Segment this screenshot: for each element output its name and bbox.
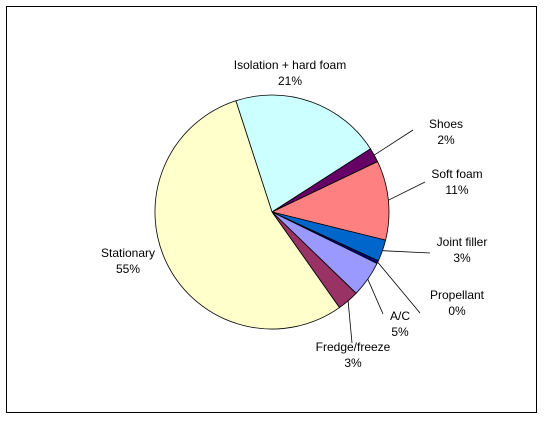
slice-labels: Isolation + hard foam 21% Shoes 2% Soft foam… [101,58,487,370]
leader-line [382,250,431,254]
leader-line [373,129,414,156]
slice-name-label: Shoes [429,117,463,131]
slice-name-label: Soft foam [431,167,482,181]
slice-name-label: Stationary [101,246,155,260]
slice-percent-label: 0% [448,304,466,318]
pie-slice-stationary [154,100,341,330]
slice-percent-label: 21% [278,74,302,88]
leader-line [377,261,421,314]
pie-slice-soft-foam [270,161,390,241]
slice-name-label: Isolation + hard foam [234,58,346,72]
slice-name-label: Joint filler [437,235,488,249]
slice-percent-label: 3% [344,356,362,370]
leader-line [347,300,353,344]
leader-lines [347,129,431,344]
pie-slice-isolation-hard-foam [235,94,372,213]
leader-line [367,279,384,315]
slice-name-label: Fredge/freeze [316,340,391,354]
pie-slices [154,94,390,330]
slice-name-label: Propellant [430,288,485,302]
slice-percent-label: 5% [391,325,409,339]
leader-line [388,181,426,201]
slice-name-label: A/C [390,309,410,323]
slice-percent-label: 55% [116,262,140,276]
slice-percent-label: 3% [453,251,471,265]
slice-percent-label: 11% [445,183,468,197]
slice-percent-label: 2% [437,133,455,147]
